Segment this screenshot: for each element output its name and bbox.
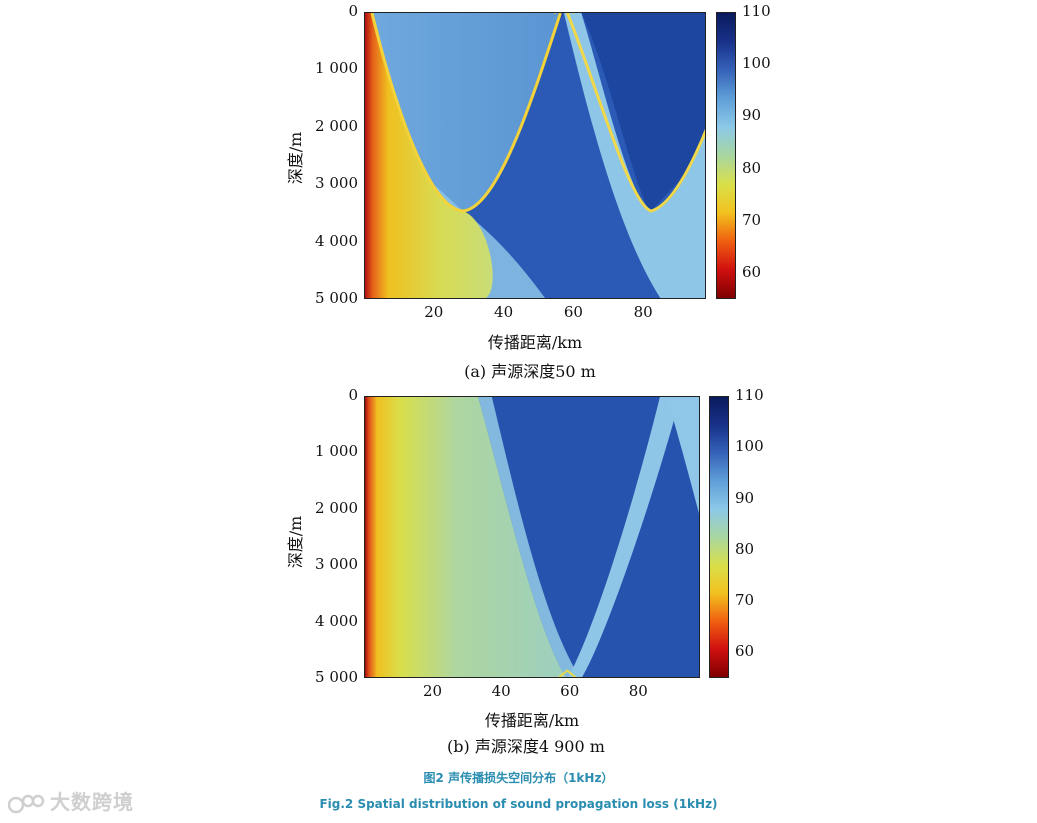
colorbar-tick-label: 70 [735, 591, 755, 610]
x-tick-label: 80 [633, 303, 653, 321]
x-axis-label-a: 传播距离/km [487, 333, 583, 352]
y-tick-label: 4 000 [315, 231, 358, 250]
heatmap-b-svg [365, 397, 699, 677]
y-tick-label: 5 000 [315, 289, 358, 307]
watermark-logo-icon [8, 794, 45, 813]
x-tick-label: 40 [491, 682, 511, 700]
watermark: 大数跨境 [8, 786, 134, 815]
near-field [365, 13, 493, 298]
heatmap-plot-a [364, 12, 706, 299]
x-tick-label: 60 [563, 303, 583, 321]
caustic-bottom [557, 669, 577, 677]
figure-caption-cn: 图2 声传播损失空间分布（1kHz） [423, 771, 614, 785]
beam-second [563, 13, 705, 298]
colorbar-tick-label: 70 [742, 210, 762, 229]
figure-caption-en: Fig.2 Spatial distribution of sound prop… [319, 797, 718, 811]
colorbar-a [716, 12, 736, 299]
colorbar-gradient [717, 13, 735, 298]
watermark-text: 大数跨境 [50, 790, 134, 814]
colorbar-tick-label: 90 [742, 106, 762, 125]
y-tick-label: 2 000 [315, 116, 358, 135]
colorbar-tick-label: 110 [735, 386, 764, 404]
colorbar-b-svg [710, 397, 728, 677]
direct-zone [365, 13, 561, 212]
heatmap-a-svg [365, 13, 705, 298]
colorbar-tick-label: 60 [742, 262, 762, 281]
x-axis-label-b: 传播距离/km [484, 711, 580, 730]
colorbar-tick-label: 100 [735, 437, 764, 456]
colorbar-tick-label: 80 [742, 158, 762, 177]
colorbar-tick-label: 60 [735, 642, 755, 661]
y-tick-label: 0 [348, 2, 358, 20]
y-tick-label: 5 000 [315, 668, 358, 686]
x-tick-label: 40 [494, 303, 514, 321]
heatmap-plot-b [364, 396, 700, 678]
y-tick-label: 4 000 [315, 611, 358, 630]
y-tick-label: 3 000 [315, 555, 358, 574]
x-tick-label: 80 [628, 682, 648, 700]
x-tick-label: 60 [560, 682, 580, 700]
beam-right [666, 397, 699, 514]
x-tick-label: 20 [424, 303, 444, 321]
colorbar-tick-label: 80 [735, 539, 755, 558]
near-field [365, 397, 567, 677]
panel-caption-a: (a) 声源深度50 m [464, 362, 596, 381]
colorbar-tick-label: 90 [735, 488, 755, 507]
colorbar-gradient [710, 397, 728, 677]
y-axis-label-a: 深度/m [286, 131, 305, 185]
y-axis-label-b: 深度/m [286, 515, 305, 569]
colorbar-tick-label: 100 [742, 54, 771, 73]
colorbar-a-svg [717, 13, 735, 298]
y-tick-label: 0 [348, 386, 358, 404]
beam-rising [568, 397, 681, 677]
x-tick-label: 20 [423, 682, 443, 700]
caustic-1 [370, 13, 562, 213]
colorbar-tick-label: 110 [742, 2, 771, 20]
caustic-2 [566, 13, 705, 213]
colorbar-b [709, 396, 729, 678]
y-tick-label: 2 000 [315, 498, 358, 517]
y-tick-label: 1 000 [315, 59, 358, 78]
y-tick-label: 3 000 [315, 174, 358, 193]
beam-edge-1 [478, 397, 580, 677]
y-tick-label: 1 000 [315, 442, 358, 461]
panel-caption-b: (b) 声源深度4 900 m [447, 737, 605, 756]
